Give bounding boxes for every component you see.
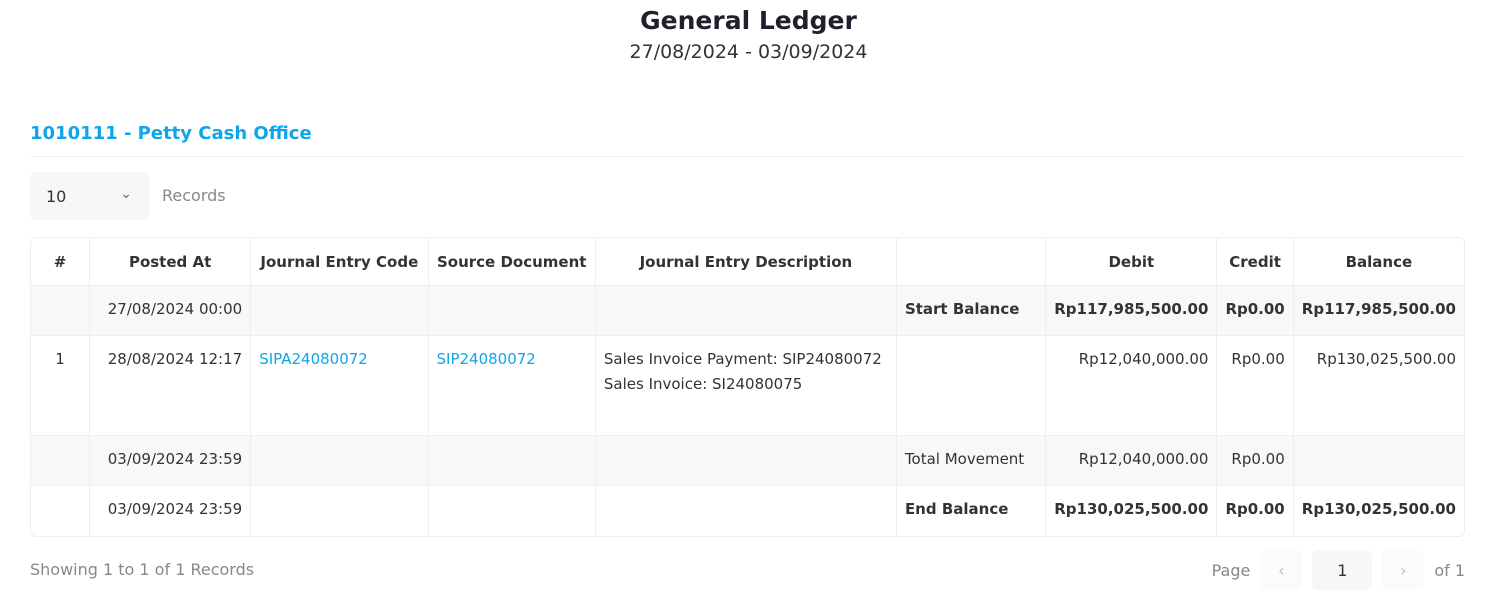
row-label: Total Movement — [896, 436, 1047, 486]
debit: Rp12,040,000.00 — [1046, 436, 1218, 486]
credit: Rp0.00 — [1217, 336, 1294, 436]
balance: Rp130,025,500.00 — [1293, 336, 1464, 436]
posted-at: 28/08/2024 12:17 — [90, 336, 252, 436]
credit: Rp0.00 — [1217, 486, 1294, 536]
ledger-table: # Posted At Journal Entry Code Source Do… — [30, 237, 1465, 537]
prev-page-button[interactable]: ‹ — [1260, 550, 1303, 590]
pagination: Page ‹ 1 › of 1 — [1212, 550, 1465, 590]
posted-at: 03/09/2024 23:59 — [90, 436, 252, 486]
posted-at: 03/09/2024 23:59 — [90, 486, 252, 536]
debit: Rp130,025,500.00 — [1046, 486, 1218, 536]
col-description: Journal Entry Description — [595, 238, 897, 286]
next-page-button[interactable]: › — [1382, 550, 1425, 590]
chevron-right-icon: › — [1400, 560, 1407, 580]
credit: Rp0.00 — [1217, 286, 1294, 336]
table-header: # Posted At Journal Entry Code Source Do… — [31, 238, 1464, 286]
divider — [30, 156, 1464, 157]
journal-entry-code-link[interactable]: SIPA24080072 — [251, 336, 429, 436]
records-label: Records — [162, 186, 226, 205]
row-label: Start Balance — [896, 286, 1047, 336]
page-total: of 1 — [1434, 560, 1465, 580]
debit: Rp117,985,500.00 — [1046, 286, 1218, 336]
source-document-link[interactable]: SIP24080072 — [428, 336, 596, 436]
table-row: 1 28/08/2024 12:17 SIPA24080072 SIP24080… — [31, 336, 1464, 436]
end-balance-row: 03/09/2024 23:59 End Balance Rp130,025,5… — [31, 486, 1464, 536]
posted-at: 27/08/2024 00:00 — [90, 286, 252, 336]
col-number: # — [31, 238, 91, 286]
debit: Rp12,040,000.00 — [1046, 336, 1218, 436]
col-debit: Debit — [1046, 238, 1218, 286]
balance: Rp130,025,500.00 — [1301, 500, 1456, 518]
row-label: End Balance — [897, 486, 1047, 536]
col-balance: Balance — [1293, 238, 1464, 286]
start-balance-row: 27/08/2024 00:00 Start Balance Rp117,985… — [31, 286, 1464, 336]
chevron-down-icon: ⌄ — [120, 186, 132, 202]
chevron-left-icon: ‹ — [1278, 560, 1285, 580]
balance: Rp117,985,500.00 — [1293, 286, 1464, 336]
date-range: 27/08/2024 - 03/09/2024 — [629, 41, 868, 63]
credit: Rp0.00 — [1217, 436, 1294, 486]
description: Sales Invoice Payment: SIP24080072 Sales… — [603, 350, 882, 393]
account-title: 1010111 - Petty Cash Office — [30, 123, 312, 144]
col-label — [896, 238, 1047, 286]
row-number: 1 — [31, 336, 91, 436]
col-posted-at: Posted At — [90, 238, 252, 286]
page-size-select[interactable]: 10 ⌄ — [30, 172, 150, 220]
showing-records: Showing 1 to 1 of 1 Records — [30, 560, 255, 579]
col-source-document: Source Document — [428, 238, 596, 286]
col-credit: Credit — [1217, 238, 1294, 286]
total-movement-row: 03/09/2024 23:59 Total Movement Rp12,040… — [31, 436, 1464, 486]
page-input[interactable]: 1 — [1312, 550, 1373, 590]
page-label: Page — [1211, 560, 1251, 580]
page-title: General Ledger — [640, 6, 857, 35]
col-journal-entry-code: Journal Entry Code — [251, 238, 429, 286]
page-size-value: 10 — [46, 186, 67, 206]
